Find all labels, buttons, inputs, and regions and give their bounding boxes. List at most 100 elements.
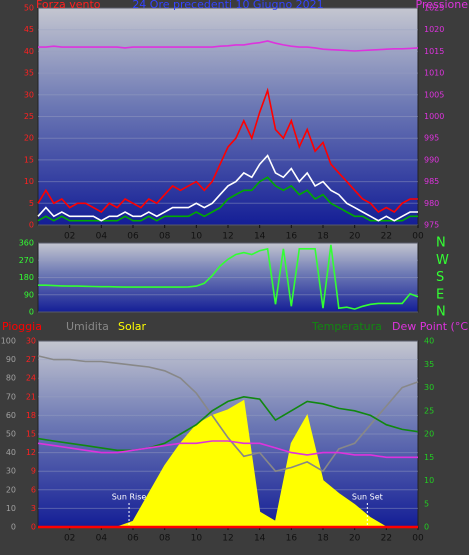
y2ticks-label: 990 bbox=[424, 155, 439, 164]
y2ticks-label: N bbox=[436, 236, 446, 251]
y2ticks-label: 1000 bbox=[424, 112, 444, 121]
yticks-label: 50 bbox=[24, 4, 34, 13]
x-tick-label: 20 bbox=[349, 232, 361, 242]
yticks-label: 0 bbox=[29, 308, 34, 317]
legend-entry: Umidita bbox=[66, 320, 109, 333]
line bbox=[37, 395, 419, 452]
yticks-label: 50 bbox=[6, 430, 16, 439]
x-tick-label: 02 bbox=[64, 232, 75, 242]
annotation: Sun Rise bbox=[112, 493, 147, 502]
yticks-label: 90 bbox=[6, 355, 16, 364]
x-tick-label: 04 bbox=[96, 232, 108, 242]
x-tick-label: 12 bbox=[222, 534, 233, 544]
y3ticks-label: 6 bbox=[31, 485, 36, 494]
y2ticks-label: 15 bbox=[424, 453, 434, 462]
y2ticks-label: 30 bbox=[424, 383, 434, 392]
y2ticks-label: 1010 bbox=[424, 69, 444, 78]
line bbox=[37, 355, 419, 473]
y2ticks-label: 1015 bbox=[424, 47, 444, 56]
y2ticks-label: 35 bbox=[424, 360, 434, 369]
y2ticks-label: 1020 bbox=[424, 25, 444, 34]
x-tick-label: 10 bbox=[191, 534, 203, 544]
line bbox=[38, 40, 419, 52]
plot-area bbox=[37, 242, 419, 313]
x-tick-label: 18 bbox=[317, 534, 329, 544]
y3ticks-label: 27 bbox=[26, 355, 36, 364]
yticks-label: 0 bbox=[29, 221, 34, 230]
y2ticks-label: 980 bbox=[424, 199, 439, 208]
y2ticks-label: S bbox=[436, 270, 444, 285]
x-tick-label: 16 bbox=[286, 232, 298, 242]
y2ticks-label: 20 bbox=[424, 430, 434, 439]
yticks-label: 180 bbox=[19, 273, 34, 282]
x-tick-label: 18 bbox=[317, 232, 329, 242]
y2ticks-label: 10 bbox=[424, 476, 434, 485]
annotation: Sun Set bbox=[352, 493, 383, 502]
yticks-label: 25 bbox=[24, 112, 34, 121]
y2ticks-label: 995 bbox=[424, 134, 439, 143]
x-tick-label: 22 bbox=[381, 534, 392, 544]
x-tick-label: 14 bbox=[254, 232, 266, 242]
legend-entry: Temperatura bbox=[311, 320, 382, 333]
x-tick-label: 06 bbox=[127, 232, 139, 242]
yticks-label: 70 bbox=[6, 392, 16, 401]
yticks-label: 10 bbox=[6, 504, 16, 513]
yticks-label: 90 bbox=[24, 290, 34, 299]
yticks-label: 10 bbox=[24, 177, 34, 186]
yticks-label: 30 bbox=[6, 467, 16, 476]
yticks-label: 5 bbox=[29, 199, 34, 208]
yticks-label: 30 bbox=[24, 90, 34, 99]
y2ticks-label: 5 bbox=[424, 499, 429, 508]
x-tick-label: 14 bbox=[254, 534, 266, 544]
yticks-label: 20 bbox=[24, 134, 34, 143]
yticks-label: 360 bbox=[19, 239, 34, 248]
y2ticks-label: 40 bbox=[424, 337, 434, 346]
x-tick-label: 10 bbox=[191, 232, 203, 242]
yticks-label: 45 bbox=[24, 25, 34, 34]
line bbox=[37, 440, 418, 459]
x-tick-label: 22 bbox=[381, 232, 392, 242]
plot-area bbox=[37, 7, 419, 226]
y2ticks-label: N bbox=[436, 305, 446, 320]
x-tick-label: 12 bbox=[222, 232, 233, 242]
y3ticks-label: 12 bbox=[26, 448, 36, 457]
y3ticks-label: 3 bbox=[31, 504, 36, 513]
y2ticks-label: E bbox=[436, 287, 444, 302]
legend-entry: Dew Point (°C) bbox=[392, 320, 469, 333]
yticks-label: 0 bbox=[11, 523, 16, 532]
y3ticks-label: 15 bbox=[26, 430, 36, 439]
x-tick-label: 00 bbox=[412, 534, 424, 544]
y3ticks-label: 30 bbox=[26, 337, 36, 346]
y2ticks-label: 1025 bbox=[424, 4, 444, 13]
x-tick-label: 08 bbox=[159, 534, 171, 544]
yticks-label: 40 bbox=[24, 47, 34, 56]
y3ticks-label: 0 bbox=[31, 523, 36, 532]
legend-entry: Pioggia bbox=[2, 320, 42, 333]
y2ticks-label: 975 bbox=[424, 221, 439, 230]
y2ticks-label: W bbox=[436, 253, 449, 268]
y-axis-title: Forza vento bbox=[36, 0, 101, 11]
y2ticks-label: 1005 bbox=[424, 90, 444, 99]
yticks-label: 100 bbox=[1, 337, 16, 346]
yticks-label: 20 bbox=[6, 485, 16, 494]
y3ticks-label: 24 bbox=[26, 374, 36, 383]
y2ticks-label: 985 bbox=[424, 177, 439, 186]
y3ticks-label: 21 bbox=[26, 392, 36, 401]
yticks-label: 60 bbox=[6, 411, 16, 420]
chart-title: 24 Ore precedenti 10 Giugno 2021 bbox=[132, 0, 323, 11]
x-tick-label: 06 bbox=[127, 534, 139, 544]
line bbox=[37, 87, 418, 214]
legend-entry: Solar bbox=[118, 320, 147, 333]
x-tick-label: 20 bbox=[349, 534, 361, 544]
x-tick-label: 04 bbox=[96, 534, 108, 544]
line bbox=[37, 154, 418, 222]
x-tick-label: 08 bbox=[159, 232, 171, 242]
x-tick-label: 16 bbox=[286, 534, 298, 544]
yticks-label: 15 bbox=[24, 155, 34, 164]
yticks-label: 35 bbox=[24, 69, 34, 78]
y2ticks-label: 0 bbox=[424, 523, 429, 532]
y2-axis-title: Pressione bbox=[416, 0, 469, 11]
yticks-label: 40 bbox=[6, 448, 16, 457]
line bbox=[38, 244, 419, 310]
